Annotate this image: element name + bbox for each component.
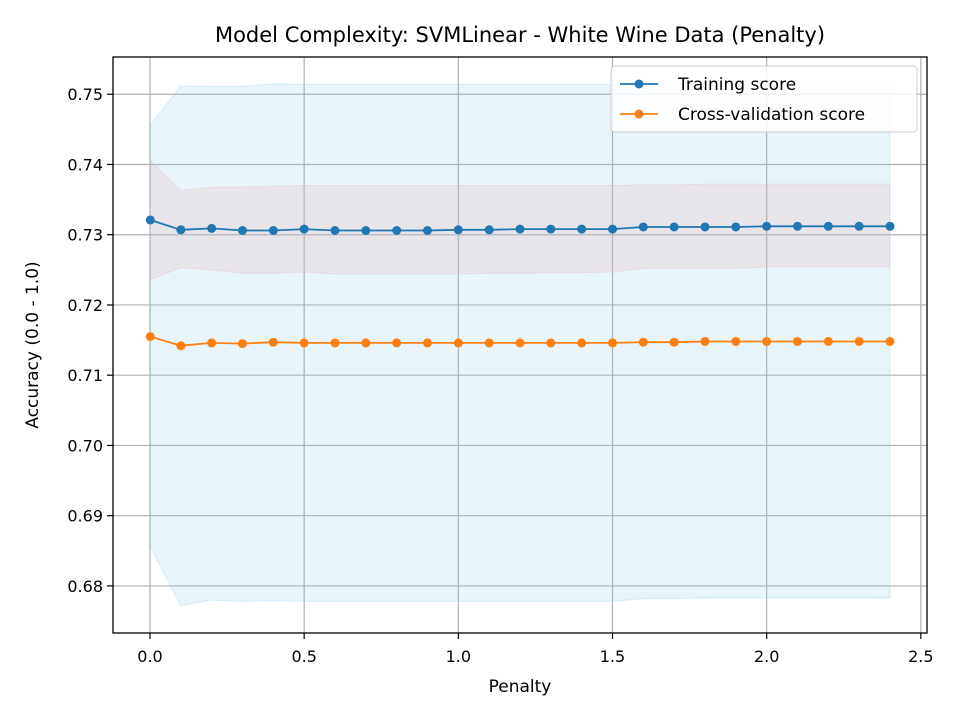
data-point	[546, 338, 556, 348]
data-point	[268, 226, 278, 236]
data-point	[299, 338, 309, 348]
data-point	[145, 332, 155, 342]
data-point	[330, 338, 340, 348]
chart-title: Model Complexity: SVMLinear - White Wine…	[215, 23, 825, 47]
data-point	[484, 338, 494, 348]
data-point	[793, 221, 802, 231]
data-point	[700, 222, 710, 232]
axes-frame	[112, 56, 928, 634]
legend-marker	[634, 109, 644, 119]
x-tick-label: 0.5	[291, 647, 316, 666]
data-point	[361, 226, 371, 236]
y-tick-label: 0.75	[67, 85, 103, 104]
data-point	[453, 225, 463, 235]
data-point	[577, 338, 587, 348]
y-tick-label: 0.74	[67, 155, 103, 174]
x-tick-label: 0.0	[137, 647, 162, 666]
data-point	[330, 226, 340, 236]
data-point	[207, 223, 217, 233]
data-point	[207, 338, 217, 348]
data-point	[762, 336, 772, 346]
data-point	[515, 224, 525, 234]
y-tick-label: 0.71	[67, 366, 103, 385]
data-point	[423, 226, 432, 236]
data-point	[238, 339, 247, 349]
data-point	[145, 215, 155, 225]
data-point	[515, 338, 525, 348]
y-tick-label: 0.70	[67, 436, 103, 455]
confidence-band	[149, 159, 891, 281]
data-point	[731, 222, 741, 232]
legend-label: Cross-validation score	[678, 105, 865, 125]
data-point	[731, 336, 741, 346]
x-tick-label: 2.0	[754, 647, 779, 666]
data-point	[885, 336, 895, 346]
data-point	[268, 337, 278, 347]
y-tick-label: 0.68	[67, 577, 103, 596]
data-point	[854, 221, 864, 231]
data-point	[762, 221, 772, 231]
data-point	[823, 336, 833, 346]
data-point	[638, 222, 648, 232]
data-point	[793, 336, 802, 346]
data-point	[176, 341, 186, 351]
data-point	[392, 226, 402, 236]
data-point	[577, 224, 587, 234]
data-point	[392, 338, 402, 348]
data-point	[423, 338, 432, 348]
data-point	[238, 226, 247, 236]
x-tick-label: 1.5	[600, 647, 625, 666]
y-tick-label: 0.72	[67, 296, 103, 315]
data-point	[854, 336, 864, 346]
y-tick-label: 0.69	[67, 507, 103, 526]
x-tick-label: 1.0	[446, 647, 471, 666]
data-point	[608, 224, 617, 234]
data-point	[608, 338, 617, 348]
data-point	[176, 225, 186, 235]
data-point	[823, 221, 833, 231]
data-point	[453, 338, 463, 348]
data-point	[299, 224, 309, 234]
y-tick-label: 0.73	[67, 226, 103, 245]
data-point	[361, 338, 371, 348]
legend: Training score Cross-validation score	[610, 65, 918, 133]
data-point	[885, 221, 895, 231]
legend-marker	[634, 79, 644, 89]
data-point	[669, 337, 679, 347]
data-point	[638, 337, 648, 347]
x-axis-title: Penalty	[489, 677, 552, 697]
data-point	[484, 225, 494, 235]
legend-frame	[610, 65, 918, 133]
x-tick-label: 2.5	[908, 647, 933, 666]
plot-area: 0.0 0.5 1.0 1.5 2.0 2.5 0.68 0.69 0.70 0.71 0.72 0.…	[67, 56, 934, 666]
data-point	[546, 224, 556, 234]
legend-label: Training score	[677, 75, 796, 95]
data-point	[669, 222, 679, 232]
data-point	[700, 336, 710, 346]
y-axis-title: Accuracy (0.0 - 1.0)	[23, 261, 43, 428]
